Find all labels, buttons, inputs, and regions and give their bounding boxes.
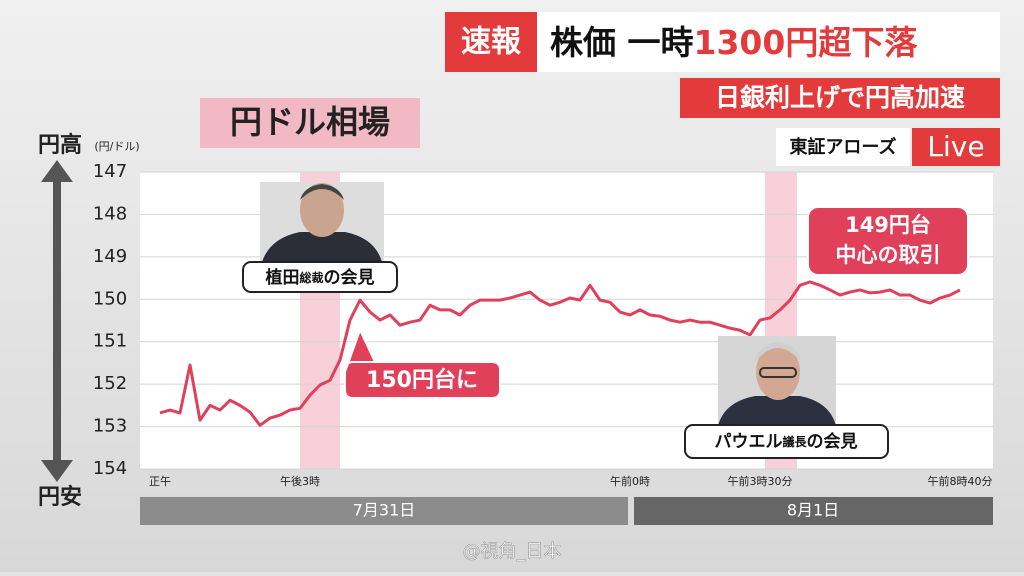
title-box <box>200 98 420 148</box>
y-top-label: 円高 <box>38 132 82 158</box>
y-tick-label: 152 <box>93 373 127 394</box>
subheadline-box <box>680 78 1000 118</box>
annotation-149: 中心の取引 <box>836 243 941 267</box>
source: 東証アローズ <box>789 136 896 158</box>
annotation-part: 植田 <box>265 267 299 288</box>
source-box <box>776 128 910 166</box>
x-tick-label: 正午 <box>149 475 171 488</box>
y-tick-label: 151 <box>93 331 127 352</box>
live-box <box>912 128 1000 166</box>
watermark: @視角_日本 <box>463 541 562 562</box>
y-tick-label: 150 <box>93 288 127 309</box>
annotation-box <box>684 424 889 459</box>
y-unit: (円/ドル) <box>94 140 139 153</box>
annotation-part: の会見 <box>324 267 375 288</box>
photo-powell <box>718 336 836 426</box>
headline: 株価 一時1300円超下落 <box>550 23 918 62</box>
data-line <box>159 280 961 427</box>
annotation-part: の会見 <box>807 431 858 452</box>
annotation-149: 149円台 <box>845 213 931 237</box>
x-tick-label: 午前3時30分 <box>728 474 793 488</box>
live: Live <box>927 130 984 163</box>
y-tick-label: 148 <box>93 203 127 224</box>
y-bottom-label: 円安 <box>38 484 82 510</box>
breaking-box <box>445 12 537 72</box>
y-tick-label: 147 <box>93 161 127 182</box>
photo-ueda <box>260 182 384 262</box>
breaking: 速報 <box>461 25 522 60</box>
headline-box <box>537 12 1000 72</box>
date-label: 8月1日 <box>787 501 839 520</box>
x-tick-label: 午前0時 <box>610 474 650 488</box>
date-bar <box>140 497 628 525</box>
annotation-part: 総裁 <box>299 270 323 285</box>
y-tick-label: 153 <box>93 416 127 437</box>
annotation-box <box>344 327 501 399</box>
y-tick-label: 154 <box>93 458 127 479</box>
subheadline: 日銀利上げで円高加速 <box>715 83 965 112</box>
annotation-ueda: 植田総裁の会見 <box>265 267 374 288</box>
annotation-box <box>242 261 398 293</box>
x-tick-label: 午後3時 <box>280 474 320 488</box>
date-label: 7月31日 <box>353 501 416 520</box>
annotation-150: 150円台に <box>366 367 478 393</box>
x-tick-label: 午前8時40分 <box>928 474 993 488</box>
annotation-powell: パウエル議長の会見 <box>714 431 857 452</box>
headline-lead: 株価 一時 <box>550 23 694 62</box>
date-bar <box>634 497 993 525</box>
headline-highlight: 1300円超下落 <box>694 23 919 62</box>
annotation-part: パウエル <box>714 432 782 452</box>
annotation-part: 議長 <box>782 434 807 449</box>
y-tick-label: 149 <box>93 246 127 267</box>
y-arrow <box>41 160 73 482</box>
annotation-box <box>807 206 969 276</box>
chart-title: 円ドル相場 <box>230 103 390 141</box>
